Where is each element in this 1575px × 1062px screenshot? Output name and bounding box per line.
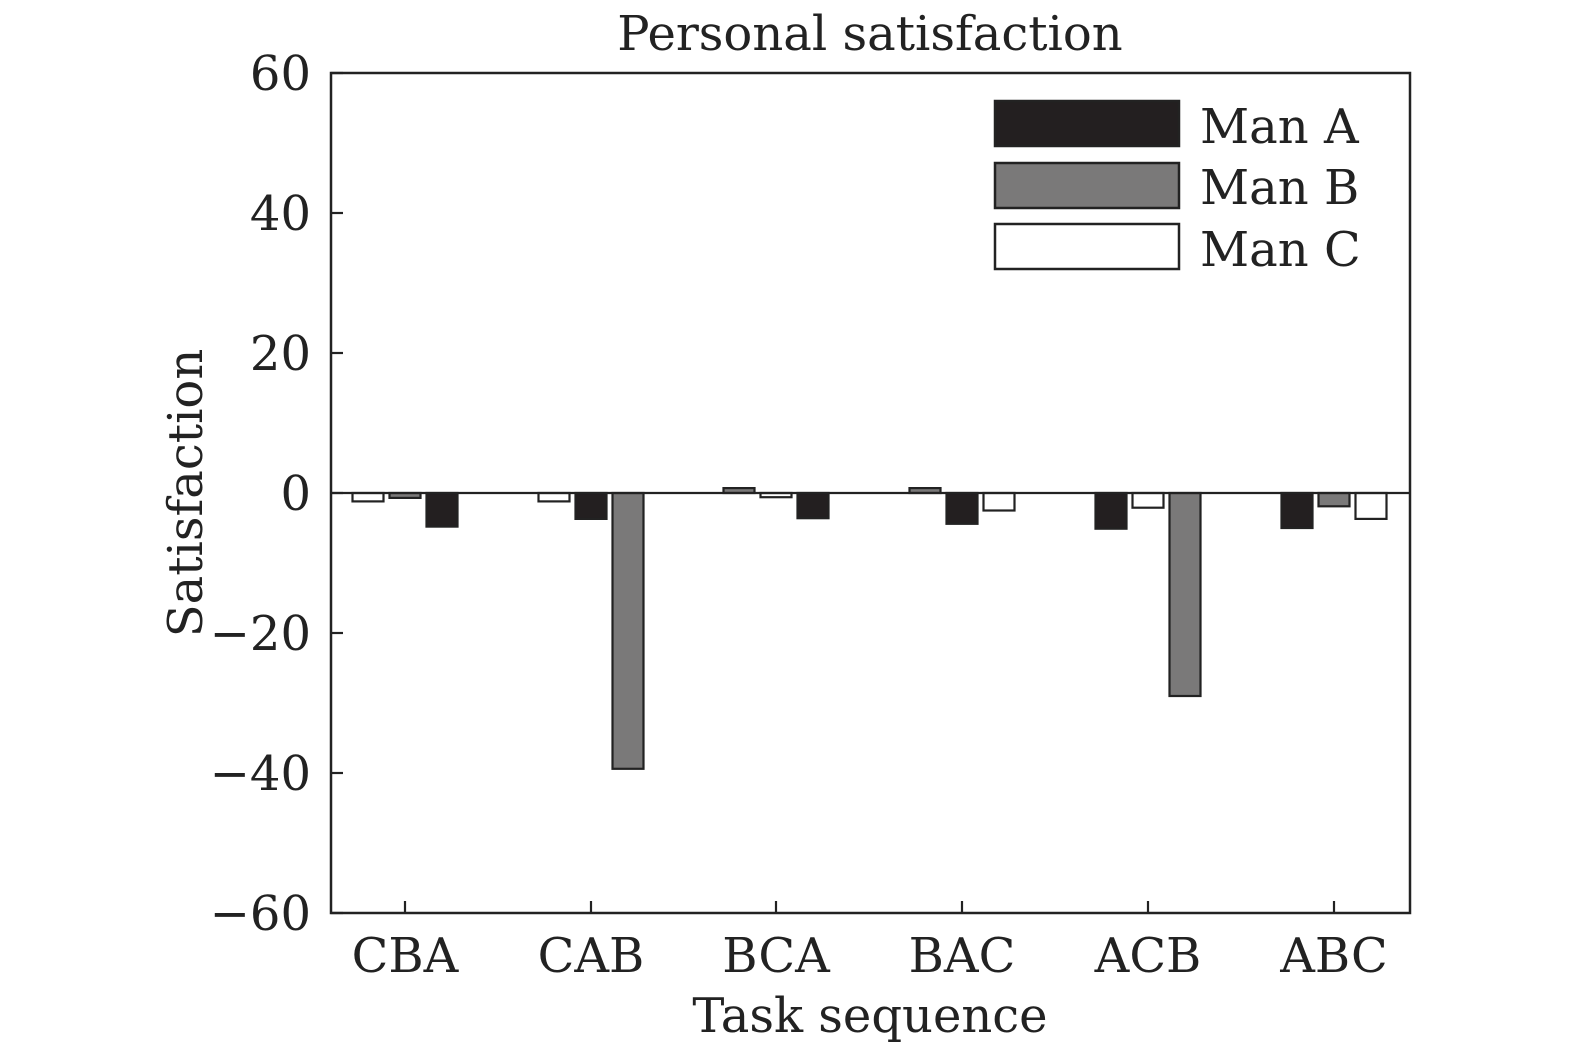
bar-man-c-acb [1131, 491, 1165, 509]
y-axis: 60 40 20 0 −20 −40 −60 [210, 46, 343, 942]
bar-man-a-cab [574, 491, 608, 520]
x-tick-label: ABC [1279, 928, 1388, 984]
bar-man-c-bac [982, 491, 1016, 512]
y-tick-label: 0 [280, 466, 311, 522]
bar-man-a-abc [1280, 491, 1314, 530]
x-tick-label: CAB [538, 928, 645, 984]
bar-man-a-bca [796, 491, 830, 520]
bar-man-b-abc [1317, 491, 1351, 508]
x-tick-label: BCA [722, 928, 831, 984]
legend-swatch-man-c [993, 222, 1181, 271]
bar-man-c-cba [351, 491, 385, 503]
bar-man-a-cba [425, 491, 459, 528]
y-tick-label: 20 [250, 326, 311, 382]
chart-title: Personal satisfaction [617, 6, 1122, 62]
legend: Man A Man B Man C [993, 99, 1361, 278]
x-axis-label: Task sequence [692, 988, 1047, 1044]
y-tick-label: −40 [210, 746, 311, 802]
x-tick-label: BAC [909, 928, 1016, 984]
legend-label-man-a: Man A [1200, 99, 1360, 155]
bar-man-a-acb [1094, 491, 1128, 530]
x-axis: CBA CAB BCA BAC ACB ABC [352, 901, 1388, 984]
bar-man-c-cab [537, 491, 571, 503]
y-tick-label: 40 [250, 186, 311, 242]
legend-label-man-b: Man B [1200, 160, 1359, 216]
bar-man-b-acb [1168, 491, 1202, 698]
bars [351, 487, 1388, 770]
x-tick-label: CBA [352, 928, 460, 984]
legend-swatch-man-a [993, 99, 1181, 148]
legend-swatch-man-b [993, 161, 1181, 210]
x-tick-label: ACB [1094, 928, 1202, 984]
y-tick-label: −20 [210, 606, 311, 662]
y-tick-label: 60 [250, 46, 311, 102]
bar-man-c-abc [1354, 491, 1388, 520]
legend-label-man-c: Man C [1200, 222, 1361, 278]
bar-man-a-bac [945, 491, 979, 525]
bar-man-b-cab [611, 491, 645, 770]
y-tick-label: −60 [210, 886, 311, 942]
y-axis-label: Satisfaction [158, 349, 214, 638]
